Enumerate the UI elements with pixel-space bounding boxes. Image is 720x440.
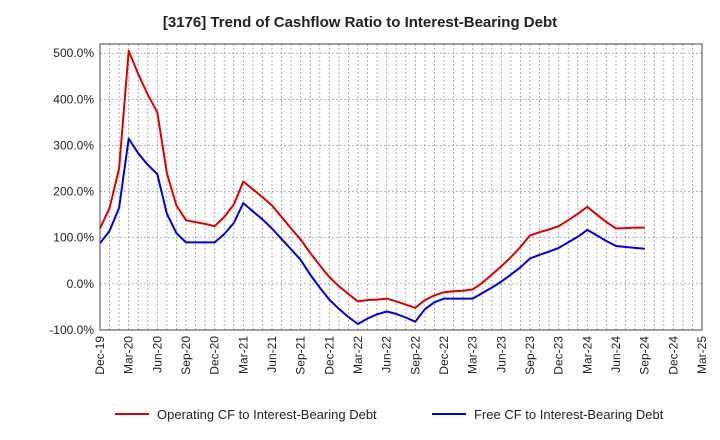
x-tick-label: Sep-20 [179, 336, 193, 375]
x-tick-label: Dec-20 [208, 336, 222, 375]
x-tick-label: Sep-21 [294, 336, 308, 375]
x-tick-label: Mar-21 [236, 336, 250, 374]
plot-frame [99, 43, 703, 331]
x-tick-label: Mar-24 [580, 336, 594, 374]
x-tick-label: Dec-22 [437, 336, 451, 375]
y-tick-label: -100.0% [49, 323, 94, 337]
y-tick-label: 500.0% [53, 46, 94, 60]
x-tick-label: Jun-24 [609, 336, 623, 373]
y-tick-label: 100.0% [53, 231, 94, 245]
x-tick-label: Mar-25 [695, 336, 709, 374]
chart-title: [3176] Trend of Cashflow Ratio to Intere… [162, 14, 558, 31]
grid-layer [100, 44, 702, 331]
y-tick-label: 0.0% [67, 277, 95, 291]
legend-label-2: Free CF to Interest-Bearing Debt [474, 407, 664, 422]
x-tick-label: Jun-22 [380, 336, 394, 373]
series-layer [99, 49, 645, 325]
x-tick-labels: Dec-19 Mar-20 Jun-20 Sep-20 Dec-20 Mar-21 Jun-… [93, 336, 709, 375]
y-tick-labels: -100.0% 0.0% 100.0% 200.0% 300.0% 400.0% 500.0… [49, 46, 94, 337]
y-tick-label: 200.0% [53, 185, 94, 199]
x-tick-label: Jun-23 [494, 336, 508, 373]
series-line-2 [99, 137, 645, 325]
x-tick-label: Dec-24 [666, 336, 680, 375]
x-tick-label: Mar-23 [466, 336, 480, 374]
x-tick-label: Dec-23 [552, 336, 566, 375]
series-line-1 [99, 49, 645, 309]
x-tick-label: Mar-22 [351, 336, 365, 374]
x-tick-label: Jun-20 [150, 336, 164, 373]
x-tick-label: Mar-20 [122, 336, 136, 374]
y-tick-label: 300.0% [53, 138, 94, 152]
x-tick-label: Dec-21 [322, 336, 336, 375]
x-tick-label: Dec-19 [93, 336, 107, 375]
legend: Operating CF to Interest-Bearing Debt Fre… [115, 407, 664, 422]
x-tick-label: Sep-24 [638, 336, 652, 375]
y-tick-label: 400.0% [53, 92, 94, 106]
x-tick-label: Sep-23 [523, 336, 537, 375]
legend-label-1: Operating CF to Interest-Bearing Debt [157, 407, 377, 422]
x-tick-label: Sep-22 [408, 336, 422, 375]
x-tick-label: Jun-21 [265, 336, 279, 373]
